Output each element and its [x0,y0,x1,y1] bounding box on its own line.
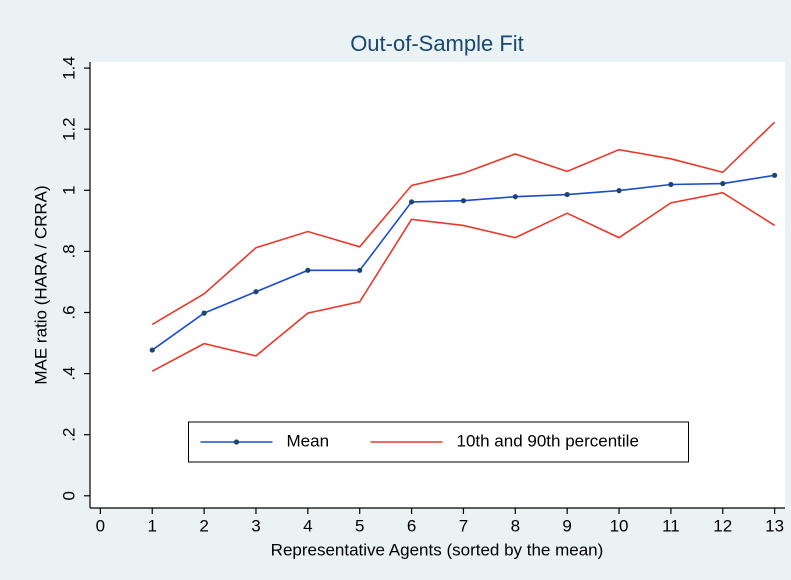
y-tick-label: 1.2 [59,117,78,141]
y-tick-label: .6 [59,305,78,319]
y-tick-label: 0 [59,491,78,500]
mean-marker [201,310,207,316]
mean-marker [668,181,674,188]
x-tick-label: 7 [459,516,468,535]
x-tick-label: 5 [355,516,364,535]
chart-title: Out-of-Sample Fit [350,31,524,56]
legend-label: 10th and 90th percentile [457,431,639,450]
y-tick-label: .2 [59,428,78,442]
mean-marker [616,188,622,194]
mean-marker [460,198,467,204]
mean-marker [149,347,155,353]
y-tick-label: .8 [59,244,78,258]
upper-line [151,121,776,326]
x-tick-label: 8 [511,516,520,535]
x-tick-label: 9 [562,516,571,535]
x-tick-label: 1 [148,516,157,535]
mean-marker [512,194,518,200]
mean-marker [253,289,259,295]
y-tick-label: 1 [59,186,78,195]
x-axis-title: Representative Agents (sorted by the mea… [271,540,604,559]
x-tick-label: 11 [662,516,680,535]
lower-line [151,191,776,372]
mean-marker [720,180,726,187]
x-tick-label: 6 [407,516,416,535]
y-tick-label: 1.4 [59,56,78,80]
x-tick-label: 2 [199,516,208,535]
x-tick-label: 3 [251,516,260,535]
mean-marker [564,191,570,198]
x-tick-label: 10 [610,516,629,535]
legend-label: Mean [287,431,330,450]
mean-marker [357,267,363,273]
y-tick-label: .4 [59,366,78,380]
x-tick-label: 4 [303,516,312,535]
mean-marker [408,199,415,205]
x-tick-label: 12 [713,516,732,535]
y-axis-title: MAE ratio (HARA / CRRA) [31,185,50,384]
mean-marker [305,267,311,273]
mean-marker [772,172,778,178]
x-tick-label: 13 [765,516,784,535]
legend-marker [233,439,240,445]
x-tick-label: 0 [96,516,105,535]
